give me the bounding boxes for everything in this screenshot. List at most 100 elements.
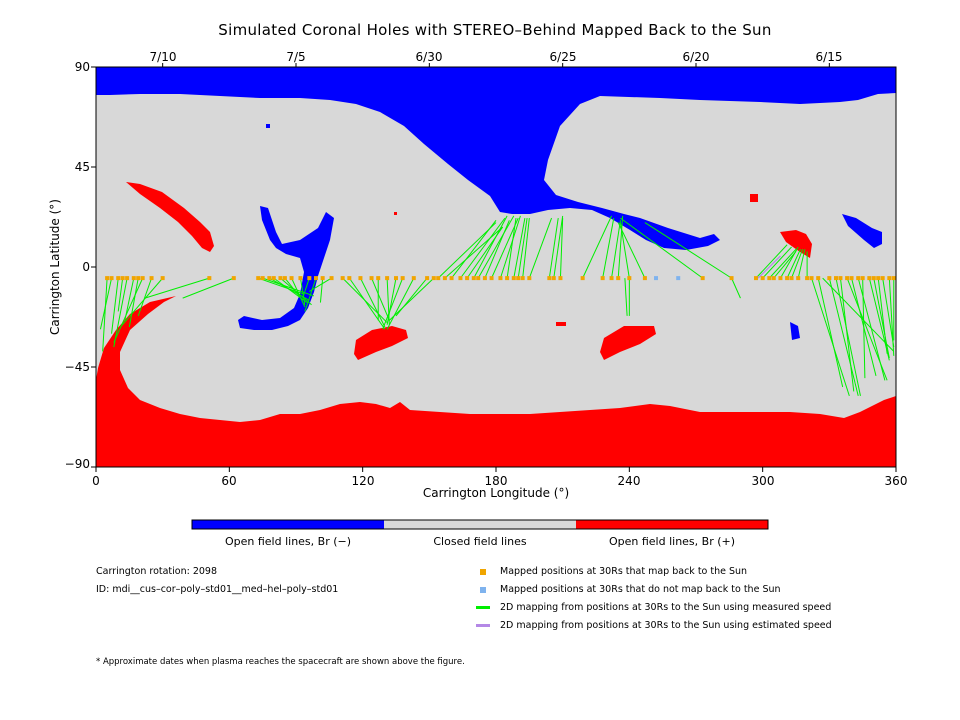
measured-mapping-line (437, 222, 497, 279)
legend-label-estimated: 2D mapping from positions at 30Rs to the… (500, 620, 832, 631)
x-tick-label: 120 (351, 474, 375, 488)
measured-mapping-line (371, 277, 390, 321)
mapped-point (425, 276, 430, 281)
measured-mapping-line (137, 277, 153, 317)
measured-mapping-line (262, 277, 314, 297)
y-tick-label: 45 (74, 160, 90, 174)
x-axis-label: Carrington Longitude (°) (422, 486, 570, 500)
mapped-point (411, 276, 416, 281)
mapped-point (785, 276, 790, 281)
model-id: ID: mdi__cus–cor–poly–std01__med–hel–pol… (96, 584, 339, 595)
measured-mapping-line (731, 277, 741, 299)
colorbar-label-positive: Open field lines, Br (+) (608, 535, 736, 548)
y-tick-label: −45 (64, 360, 90, 374)
mapped-point (760, 276, 765, 281)
positive-hole-left-diagonal (126, 182, 214, 252)
measured-mapping-line (797, 249, 806, 279)
positive-hole-speck (394, 212, 397, 215)
mapped-point (260, 276, 265, 281)
mapped-point (298, 276, 303, 281)
measured-mapping-line (582, 215, 613, 279)
negative-hole-right-blob (842, 214, 882, 248)
mapped-point (207, 276, 212, 281)
mapped-point (458, 276, 463, 281)
mapped-point (700, 276, 705, 281)
mapped-point (778, 276, 783, 281)
measured-mapping-line (111, 278, 119, 334)
measured-mapping-line (839, 278, 855, 392)
mapped-point (431, 276, 436, 281)
x-tick-label: 300 (751, 474, 775, 488)
negative-hole-small (790, 322, 800, 340)
measured-mapping-line (120, 277, 164, 328)
negative-hole-wishbone (238, 206, 334, 330)
measured-mapping-line (862, 278, 866, 379)
legend-swatch-unmapped (480, 587, 486, 593)
mapped-point (136, 276, 141, 281)
positive-hole-mid-south (354, 326, 408, 360)
x-tick-label: 240 (617, 474, 641, 488)
mapped-point (876, 276, 881, 281)
measured-mapping-line (828, 277, 859, 397)
measured-mapping-line (553, 215, 564, 279)
mapped-point (320, 276, 325, 281)
mapped-point (125, 276, 130, 281)
y-axis-label: Carrington Latitude (°) (48, 199, 62, 335)
measured-mapping-line (762, 246, 792, 279)
measured-mapping-line (755, 244, 788, 279)
measured-mapping-line (559, 218, 564, 279)
colorbar-negative (192, 520, 384, 529)
mapped-point (609, 276, 614, 281)
mapped-point (394, 276, 398, 281)
mapped-point (442, 276, 447, 281)
mapped-point (845, 276, 850, 281)
unmapped-point (654, 276, 658, 281)
measured-mapping-line (491, 217, 519, 279)
mapped-point (789, 276, 794, 281)
mapped-point (160, 276, 165, 281)
negative-hole-speck (266, 124, 270, 128)
legend-line-estimated (476, 624, 490, 627)
measured-mapping-line (386, 277, 415, 330)
x-tick-label: 0 (92, 474, 100, 488)
mapped-point (140, 276, 145, 281)
x-tick-label: 360 (884, 474, 908, 488)
legend-swatch-mapped (480, 569, 486, 575)
mapped-point (400, 276, 405, 281)
x-tick-label: 180 (484, 474, 508, 488)
mapped-point (580, 276, 585, 281)
measured-mapping-line (817, 278, 844, 388)
measured-mapping-line (768, 248, 797, 279)
measured-mapping-line (822, 277, 895, 352)
mapped-point (816, 276, 821, 281)
colorbar-label-closed: Closed field lines (433, 535, 527, 548)
date-label: 6/25 (549, 50, 577, 64)
mapped-point (131, 276, 136, 281)
measured-mapping-line (348, 277, 386, 330)
measured-mapping-line (602, 218, 615, 279)
measured-mapping-line (835, 278, 861, 396)
mapped-point (449, 276, 454, 281)
measured-mapping-line (517, 218, 528, 279)
mapped-point (547, 276, 552, 281)
mapped-point (329, 276, 334, 281)
measured-mapping-line (617, 222, 646, 279)
unmapped-points (654, 276, 681, 281)
measured-mapping-line (444, 226, 503, 279)
colorbar-frame (191, 519, 769, 530)
mapped-point (809, 276, 814, 281)
mapped-point (520, 276, 525, 281)
mapped-point (600, 276, 605, 281)
mapped-point (105, 276, 110, 281)
mapped-point (871, 276, 876, 281)
measured-mapping-line (117, 278, 124, 312)
date-label: 7/10 (149, 50, 177, 64)
mapped-point (476, 276, 481, 281)
measured-mapping-line (113, 278, 128, 348)
mapped-point (116, 276, 121, 281)
mapped-point (256, 276, 261, 281)
mapped-point (527, 276, 532, 281)
date-label: 6/30 (415, 50, 443, 64)
mapped-point (278, 276, 283, 281)
